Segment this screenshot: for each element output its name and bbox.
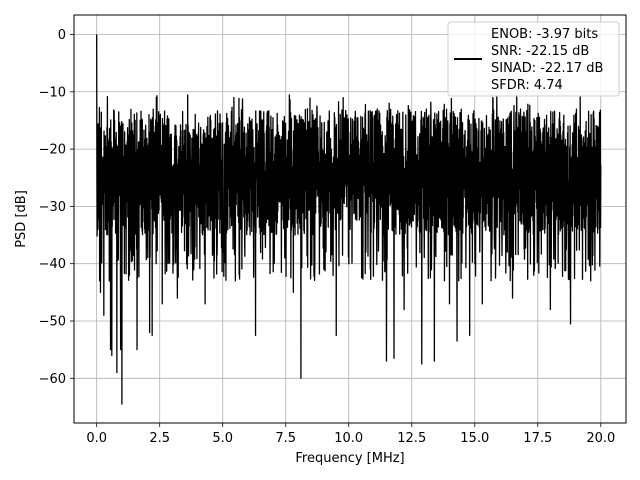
y-axis-label: PSD [dB] bbox=[14, 190, 29, 248]
y-tick-label: 0 bbox=[58, 28, 66, 43]
psd-line bbox=[96, 34, 602, 405]
x-axis-label: Frequency [MHz] bbox=[295, 451, 404, 466]
legend-box bbox=[447, 21, 620, 97]
x-tick-label: 15.0 bbox=[460, 431, 489, 446]
x-tick-label: 5.0 bbox=[212, 431, 233, 446]
x-tick-label: 7.5 bbox=[275, 431, 296, 446]
y-tick-label: −60 bbox=[39, 372, 66, 387]
x-tick-label: 20.0 bbox=[586, 431, 615, 446]
x-tick-label: 17.5 bbox=[523, 431, 552, 446]
plot-frame bbox=[73, 14, 627, 424]
y-tick-label: −10 bbox=[39, 85, 66, 100]
legend-entry: ENOB: -3.97 bits SNR: -22.15 dB SINAD: -22… bbox=[491, 27, 603, 93]
x-tick-label: 10.0 bbox=[334, 431, 363, 446]
y-tick-label: −50 bbox=[39, 315, 66, 330]
y-tick-label: −20 bbox=[39, 143, 66, 158]
y-tick-label: −40 bbox=[39, 257, 66, 272]
y-tick-label: −30 bbox=[39, 200, 66, 215]
axis-ticks: 0.0 2.5 5.0 7.5 10.0 12.5 15.0 17.5 20.0 0 −10 −20 −… bbox=[39, 28, 616, 446]
legend: ENOB: -3.97 bits SNR: -22.15 dB SINAD: -22… bbox=[447, 21, 620, 97]
psd-series bbox=[96, 34, 602, 405]
x-tick-label: 12.5 bbox=[397, 431, 426, 446]
x-tick-label: 0.0 bbox=[86, 431, 107, 446]
x-tick-label: 2.5 bbox=[149, 431, 170, 446]
